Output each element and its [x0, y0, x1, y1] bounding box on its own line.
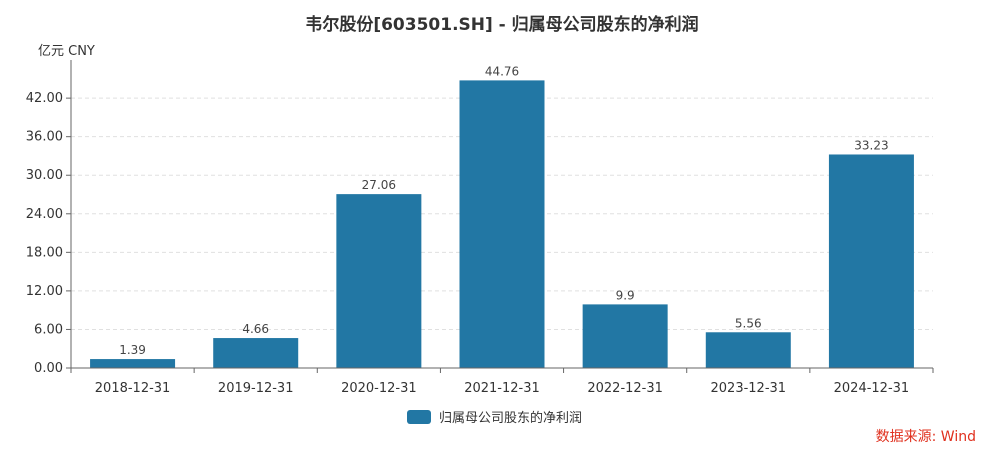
- y-axis-unit-label: 亿元 CNY: [38, 44, 95, 59]
- y-tick-label: 18.00: [26, 245, 63, 260]
- data-label: 33.23: [854, 138, 888, 152]
- x-tick-label: 2018-12-31: [95, 381, 171, 396]
- grid-lines: [71, 97, 933, 330]
- chart-title: 韦尔股份[603501.SH] - 归属母公司股东的净利润: [305, 15, 699, 35]
- data-label: 1.39: [119, 343, 146, 357]
- x-tick-label: 2021-12-31: [464, 381, 540, 396]
- data-label: 9.9: [616, 288, 635, 302]
- legend[interactable]: 归属母公司股东的净利润: [407, 410, 582, 426]
- bar: [828, 154, 914, 368]
- data-source-note: 数据来源: Wind: [875, 429, 976, 445]
- data-label: 4.66: [242, 322, 269, 336]
- x-tick-label: 2023-12-31: [711, 381, 787, 396]
- x-tick-label: 2019-12-31: [218, 381, 294, 396]
- y-tick-label: 24.00: [26, 207, 63, 222]
- y-tick-label: 30.00: [26, 168, 63, 183]
- y-axis-ticks: 0.00 6.00 12.00 18.00 24.00 30.00 36.00 42.00: [26, 91, 71, 376]
- bar: [213, 338, 299, 368]
- x-tick-label: 2024-12-31: [834, 381, 910, 396]
- bar: [336, 194, 422, 368]
- bar: [582, 304, 668, 368]
- y-tick-label: 12.00: [26, 284, 63, 299]
- y-tick-label: 6.00: [34, 322, 63, 337]
- x-tick-label: 2020-12-31: [341, 381, 417, 396]
- data-label: 5.56: [735, 316, 762, 330]
- bar: [459, 80, 545, 368]
- x-axis-ticks: 2018-12-31 2019-12-31 2020-12-31 2021-12-31…: [70, 368, 934, 396]
- bar: [90, 359, 176, 368]
- y-tick-label: 42.00: [26, 91, 63, 106]
- bars: [90, 80, 914, 368]
- data-labels: 1.39 4.66 27.06 44.76 9.9 5.56 33.23: [119, 64, 888, 357]
- legend-swatch: [407, 410, 431, 424]
- legend-label: 归属母公司股东的净利润: [439, 410, 582, 426]
- y-tick-label: 0.00: [34, 361, 63, 376]
- data-label: 27.06: [362, 178, 396, 192]
- y-tick-label: 36.00: [26, 130, 63, 145]
- x-tick-label: 2022-12-31: [587, 381, 663, 396]
- bar: [705, 332, 791, 368]
- data-label: 44.76: [485, 64, 519, 78]
